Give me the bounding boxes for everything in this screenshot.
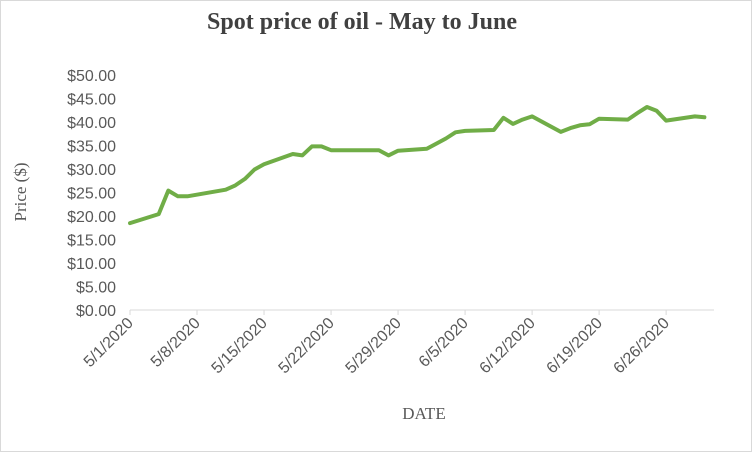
y-tick-label: $30.00 <box>67 162 116 179</box>
y-tick-label: $5.00 <box>76 280 116 297</box>
x-tick-label: 5/29/2020 <box>343 315 405 377</box>
x-tick-label: 5/15/2020 <box>209 315 271 377</box>
x-tick-label: 6/5/2020 <box>416 315 472 371</box>
y-tick-label: $0.00 <box>76 303 116 320</box>
x-tick-label: 5/1/2020 <box>81 315 137 371</box>
y-tick-label: $40.00 <box>67 115 116 132</box>
y-tick-label: $35.00 <box>67 139 116 156</box>
x-tick-label: 6/26/2020 <box>611 315 673 377</box>
x-axis-title: DATE <box>402 404 445 423</box>
x-tick-label: 6/12/2020 <box>477 315 539 377</box>
y-tick-label: $10.00 <box>67 256 116 273</box>
y-tick-label: $25.00 <box>67 186 116 203</box>
x-tick-label: 6/19/2020 <box>544 315 606 377</box>
series-line <box>128 105 707 226</box>
y-tick-label: $50.00 <box>67 68 116 85</box>
x-tick-label: 5/22/2020 <box>276 315 338 377</box>
y-tick-label: $45.00 <box>67 92 116 109</box>
y-tick-label: $15.00 <box>67 233 116 250</box>
chart-title: Spot price of oil - May to June <box>207 9 517 35</box>
y-axis-title: Price ($) <box>11 162 30 221</box>
y-tick-label: $20.00 <box>67 209 116 226</box>
x-tick-label: 5/8/2020 <box>148 315 204 371</box>
